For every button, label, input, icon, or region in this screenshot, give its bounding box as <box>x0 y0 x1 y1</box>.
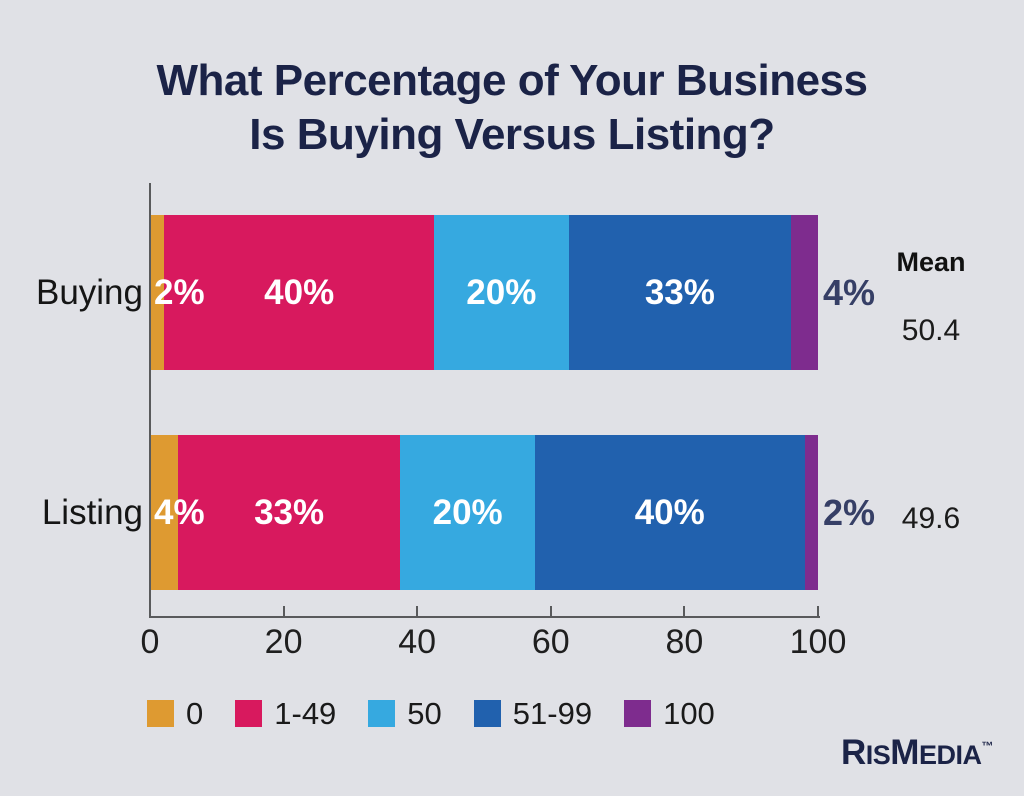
segment-value-label: 20% <box>432 492 503 532</box>
segment-value-label: 33% <box>254 492 325 532</box>
x-axis-line <box>149 616 820 618</box>
legend-swatch <box>624 700 652 727</box>
legend-swatch <box>473 700 501 727</box>
legend-label: 1-49 <box>274 696 337 731</box>
bar-row-listing: 4% 33% 20% 40% <box>151 435 818 590</box>
trademark-symbol: ™ <box>981 739 994 753</box>
rismedia-logo: RISMEDIA™ <box>841 733 993 773</box>
legend-item-51-99: 51-99 <box>473 696 593 731</box>
axis-tick <box>817 606 819 616</box>
mean-value-buying: 50.4 <box>901 314 961 347</box>
legend-label: 100 <box>663 696 715 731</box>
legend-item-1-49: 1-49 <box>235 696 337 731</box>
chart-title-line2: Is Buying Versus Listing? <box>249 110 775 159</box>
axis-tick <box>282 606 285 616</box>
segment-value-label: 2% <box>154 272 205 312</box>
outside-value-label: 4% <box>823 271 876 313</box>
mean-header: Mean <box>896 247 966 277</box>
axis-tick-label: 0 <box>140 623 160 661</box>
legend: 0 1-49 50 51-99 100 <box>147 696 715 731</box>
axis-tick-label: 100 <box>789 623 847 661</box>
legend-label: 0 <box>186 696 204 731</box>
segment-50: 20% <box>400 435 536 590</box>
legend-item-50: 50 <box>368 696 442 731</box>
logo-text-part: M <box>890 733 919 772</box>
legend-item-100: 100 <box>624 696 715 731</box>
segment-value-label: 20% <box>466 272 537 312</box>
logo-text-part: EDIA <box>918 740 982 770</box>
legend-label: 51-99 <box>512 696 593 731</box>
legend-swatch <box>235 700 263 727</box>
segment-1-49: 33% <box>177 435 401 590</box>
category-label-listing: Listing <box>41 492 143 532</box>
axis-tick <box>549 606 552 616</box>
axis-tick-label: 40 <box>398 623 437 661</box>
logo-text-part: R <box>841 733 866 772</box>
outside-value-label: 2% <box>823 491 876 533</box>
axis-tick-label: 20 <box>264 623 303 661</box>
legend-swatch <box>147 700 174 727</box>
segment-0: 4% <box>151 435 205 590</box>
segment-0: 2% <box>151 215 205 370</box>
segment-value-label: 40% <box>634 492 705 532</box>
chart-title-line1: What Percentage of Your Business <box>156 56 869 105</box>
legend-label: 50 <box>407 696 442 731</box>
segment-value-label: 4% <box>154 492 205 532</box>
segment-value-label: 33% <box>644 272 715 312</box>
y-axis-line <box>149 183 151 618</box>
category-label-buying: Buying <box>35 272 143 312</box>
segment-51-99: 40% <box>535 435 805 590</box>
axis-tick-label: 80 <box>665 623 704 661</box>
legend-swatch <box>368 700 396 727</box>
axis-tick <box>683 606 686 616</box>
bar-row-buying: 2% 40% 20% 33% <box>151 215 818 370</box>
legend-item-0: 0 <box>147 696 204 731</box>
mean-value-listing: 49.6 <box>901 502 961 535</box>
axis-tick-label: 60 <box>531 623 570 661</box>
logo-text-part: IS <box>865 740 891 770</box>
axis-tick <box>416 606 419 616</box>
segment-100 <box>791 215 818 370</box>
segment-value-label: 40% <box>264 272 335 312</box>
segment-51-99: 33% <box>568 215 792 370</box>
segment-100 <box>804 435 818 590</box>
chart-title: What Percentage of Your Business Is Buyi… <box>0 54 1024 162</box>
segment-50: 20% <box>433 215 569 370</box>
segment-1-49: 40% <box>164 215 434 370</box>
